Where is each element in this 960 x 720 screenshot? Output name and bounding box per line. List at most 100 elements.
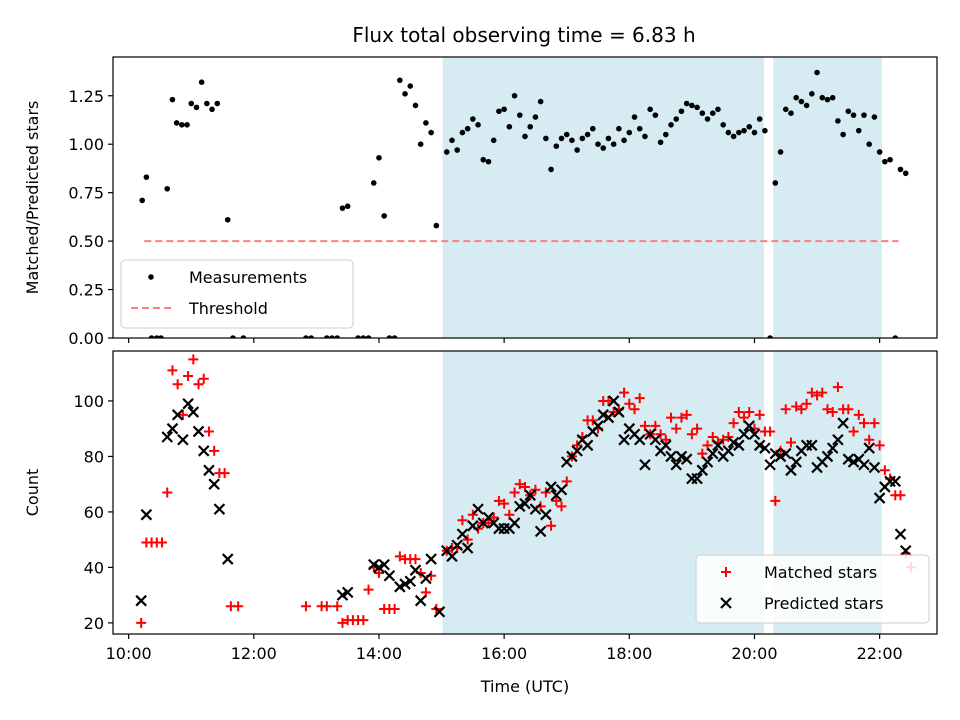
measurements-point xyxy=(694,104,700,111)
measurements-point xyxy=(240,335,247,338)
matched-stars-point xyxy=(832,382,843,393)
x-tick-label: 22:00 xyxy=(857,644,903,663)
measurements-point xyxy=(809,91,815,97)
predicted-stars-point xyxy=(602,411,615,424)
predicted-stars-point xyxy=(529,503,542,515)
matched-stars-point xyxy=(462,534,473,545)
matched-stars-point xyxy=(410,554,421,565)
measurements-point xyxy=(148,335,155,338)
y-tick-label: 0.50 xyxy=(68,232,104,251)
measurements-point xyxy=(179,122,185,128)
measurements-point xyxy=(423,120,429,126)
predicted-stars-point xyxy=(738,428,750,441)
matched-stars-point xyxy=(520,481,530,492)
measurements-point xyxy=(506,123,513,130)
measurements-point xyxy=(798,98,805,105)
measurements-point xyxy=(803,102,810,109)
measurements-point xyxy=(470,116,476,122)
y-tick-label: 80 xyxy=(84,447,104,466)
predicted-stars-point xyxy=(404,575,417,588)
measurements-point xyxy=(308,335,314,338)
matched-stars-point xyxy=(639,420,650,431)
measurements-point xyxy=(496,108,502,115)
measurements-point xyxy=(746,123,753,130)
measurements-point xyxy=(720,122,726,128)
predicted-stars-point xyxy=(613,406,625,418)
predicted-stars-point xyxy=(187,406,200,418)
shaded-interval-top-0 xyxy=(442,57,764,338)
measurements-point xyxy=(169,96,176,103)
measurements-point xyxy=(329,335,335,338)
measurements-point xyxy=(204,100,210,107)
matched-stars-point xyxy=(650,420,661,431)
measurements-point xyxy=(579,135,586,142)
x-tick-label: 20:00 xyxy=(731,644,777,663)
measurements-point xyxy=(730,133,737,140)
measurements-point xyxy=(616,125,622,132)
matched-stars-point xyxy=(686,429,697,440)
measurements-point xyxy=(501,106,507,113)
matched-stars-point xyxy=(540,487,551,498)
matched-stars-point xyxy=(619,387,630,398)
matched-stars-point xyxy=(358,615,369,626)
legend-box-bottom xyxy=(695,554,930,624)
legend-label: Measurements xyxy=(189,268,307,287)
measurements-point xyxy=(173,120,180,126)
measurements-point xyxy=(537,98,544,105)
predicted-stars-point xyxy=(759,442,771,454)
predicted-stars-point xyxy=(863,442,875,454)
axes-frame-bottom xyxy=(112,350,938,635)
predicted-stars-point xyxy=(748,428,761,441)
matched-stars-point xyxy=(499,498,510,509)
y-tick-label: 100 xyxy=(73,392,104,411)
measurements-point xyxy=(673,116,680,122)
predicted-stars-point xyxy=(696,464,709,477)
matched-stars-point xyxy=(853,409,864,420)
measurements-point xyxy=(829,94,836,101)
measurements-point xyxy=(569,137,575,144)
predicted-stars-point xyxy=(821,450,834,463)
y-tick-label: 0.25 xyxy=(68,281,104,300)
measurements-point xyxy=(652,112,659,118)
matched-stars-point xyxy=(394,551,405,562)
measurements-point xyxy=(871,114,878,120)
measurements-point xyxy=(516,112,523,118)
predicted-stars-point xyxy=(571,445,583,457)
predicted-stars-point xyxy=(446,550,458,563)
matched-stars-point xyxy=(587,415,598,426)
measurements-point xyxy=(782,106,789,113)
matched-stars-point xyxy=(300,601,311,612)
matched-stars-point xyxy=(556,501,567,512)
legend-marker xyxy=(721,567,731,577)
measurements-point xyxy=(678,108,685,115)
measurements-point xyxy=(402,91,408,97)
predicted-stars-point xyxy=(706,447,719,460)
matched-stars-point xyxy=(723,432,734,443)
predicted-stars-point xyxy=(378,558,390,571)
measurements-point xyxy=(417,141,424,148)
predicted-stars-point xyxy=(806,439,818,452)
matched-stars-point xyxy=(363,584,374,595)
measurements-point xyxy=(485,158,492,165)
predicted-stars-point xyxy=(461,542,474,554)
matched-stars-point xyxy=(791,401,802,412)
measurements-point xyxy=(443,149,450,155)
matched-stars-point xyxy=(874,440,885,451)
measurements-point xyxy=(600,145,607,151)
matched-stars-point xyxy=(655,429,666,440)
y-tick-label: 1.00 xyxy=(68,135,104,154)
measurements-point xyxy=(741,127,747,134)
predicted-stars-point xyxy=(581,439,594,452)
matched-stars-point xyxy=(879,465,890,476)
measurements-point xyxy=(668,122,674,128)
top-plot: 0.00 0.25 0.50 0.75 1.00 1.25 Matched/Predicte… xyxy=(23,56,938,348)
matched-stars-point xyxy=(493,495,504,506)
measurements-point xyxy=(636,125,643,132)
measurements-point xyxy=(365,335,372,338)
measurements-point xyxy=(511,92,518,99)
measurements-point xyxy=(480,156,487,163)
measurements-point xyxy=(683,100,690,107)
matched-stars-point xyxy=(509,487,520,498)
x-tick-label: 14:00 xyxy=(356,644,402,663)
